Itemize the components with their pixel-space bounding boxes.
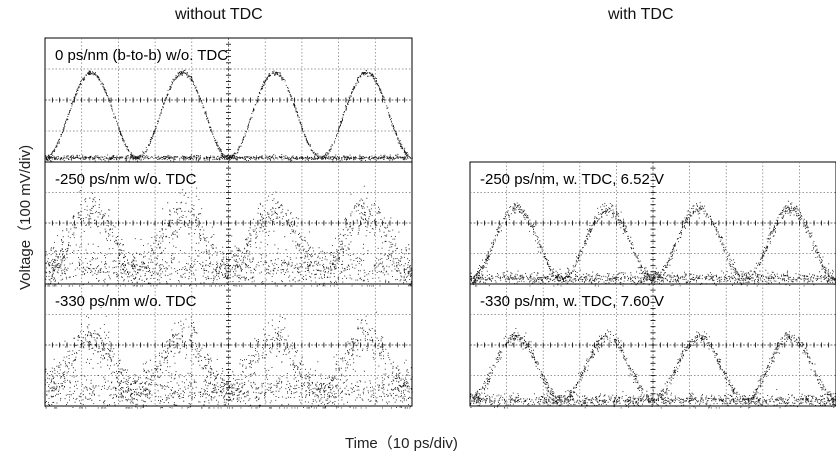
waveform-samples bbox=[45, 69, 413, 163]
panel-label: -250 ps/nm, w. TDC, 6.52 V bbox=[480, 171, 664, 188]
waveform-samples bbox=[470, 200, 836, 287]
panel-label: 0 ps/nm (b-to-b) w/o. TDC bbox=[55, 47, 228, 64]
panel-label: -330 ps/nm w/o. TDC bbox=[55, 293, 197, 310]
panel-label: -330 ps/nm, w. TDC, 7.60 V bbox=[480, 293, 664, 310]
eye-panel-4: -250 ps/nm, w. TDC, 6.52 V bbox=[469, 161, 836, 287]
panel-label: -250 ps/nm w/o. TDC bbox=[55, 171, 197, 188]
column-title-with-tdc: with TDC bbox=[608, 6, 674, 23]
panel-center-axes bbox=[469, 283, 836, 407]
eye-panel-3: -330 ps/nm w/o. TDC bbox=[44, 283, 413, 409]
eye-panel-2: -250 ps/nm w/o. TDC bbox=[44, 161, 413, 287]
x-axis-label: Time（10 ps/div) bbox=[345, 435, 458, 452]
eye-panel-1: 0 ps/nm (b-to-b) w/o. TDC bbox=[44, 37, 413, 163]
column-title-without-tdc: without TDC bbox=[175, 6, 263, 23]
waveform-samples bbox=[45, 185, 413, 287]
waveform-samples bbox=[45, 307, 413, 409]
eye-panel-5: -330 ps/nm, w. TDC, 7.60 V bbox=[469, 283, 836, 409]
panel-center-axes bbox=[44, 283, 413, 407]
panel-center-axes bbox=[44, 37, 413, 163]
